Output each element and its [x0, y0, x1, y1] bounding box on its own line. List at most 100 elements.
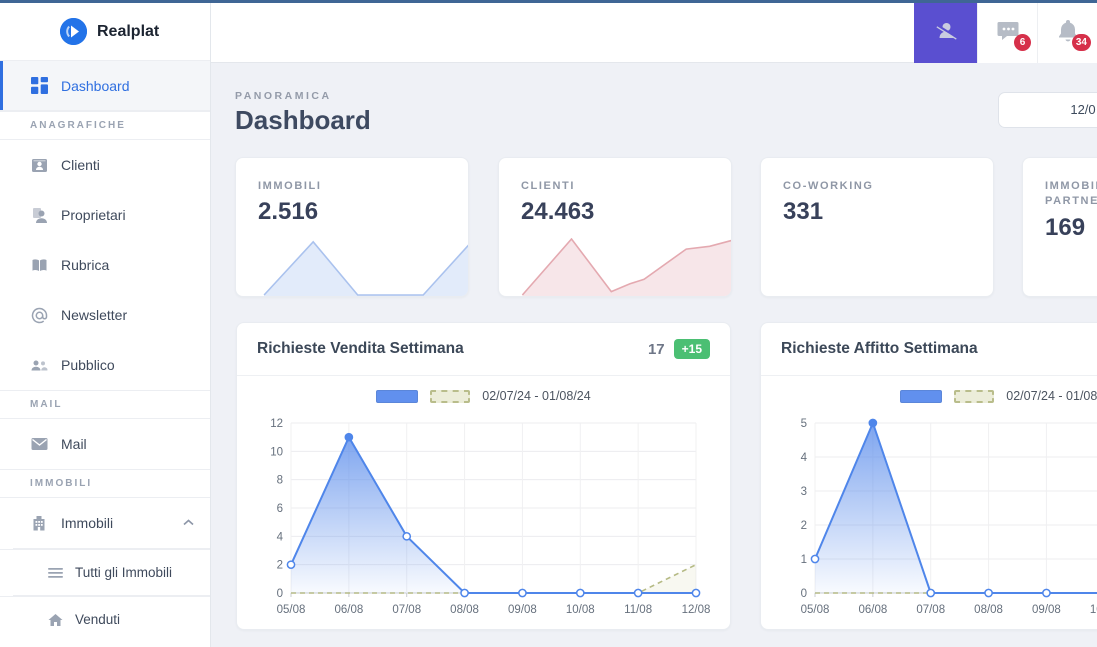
svg-text:06/08: 06/08: [858, 604, 887, 616]
notifications-button[interactable]: 34: [1037, 3, 1097, 63]
mail-icon: [30, 435, 48, 453]
stat-label: IMMOBILI: [258, 180, 322, 192]
brand-logo-icon: [60, 18, 87, 45]
sidebar-item-label: Tutti gli Immobili: [75, 565, 173, 580]
legend-current-swatch[interactable]: [900, 389, 943, 403]
page-eyebrow: PANORAMICA: [235, 90, 332, 102]
main-content: PANORAMICA Dashboard 12/0 IMMOBILI 2.516…: [211, 63, 1097, 647]
svg-text:12: 12: [270, 418, 283, 430]
sidebar-sub-divider: [13, 595, 210, 596]
page-head: PANORAMICA Dashboard: [235, 90, 371, 136]
chart-header: Richieste Vendita Settimana 17 +15: [237, 323, 730, 376]
svg-text:11/08: 11/08: [624, 604, 652, 616]
chat-icon: [995, 18, 1021, 49]
svg-text:2: 2: [801, 520, 807, 532]
sidebar-item-clienti[interactable]: Clienti: [0, 140, 210, 190]
svg-text:08/08: 08/08: [450, 604, 479, 616]
svg-text:4: 4: [277, 531, 284, 543]
svg-text:10/08: 10/08: [566, 604, 595, 616]
area-chart-vendita[interactable]: 0 2 4 6 8 10 12 05/08 06/08 07/08 08/08 09/08 10/08 1…: [255, 413, 730, 626]
user-status-button[interactable]: [914, 3, 977, 63]
stat-card-immobili: IMMOBILI 2.516: [235, 157, 469, 297]
sidebar-item-label: Dashboard: [61, 77, 130, 94]
sidebar-item-immobili[interactable]: Immobili: [0, 498, 210, 548]
top-accent-strip: [0, 0, 1097, 3]
sidebar-item-label: Proprietari: [61, 207, 126, 223]
sidebar-section-immobili: IMMOBILI: [0, 469, 210, 498]
list-icon: [48, 565, 63, 580]
bell-icon: [1056, 18, 1080, 49]
svg-text:07/08: 07/08: [916, 604, 945, 616]
area-chart-affitto[interactable]: 01234505/0806/0807/0808/0809/0810/0811/0…: [779, 413, 1097, 626]
stat-card-clienti: CLIENTI 24.463: [498, 157, 732, 297]
messages-button[interactable]: 6: [977, 3, 1037, 63]
svg-text:1: 1: [801, 554, 807, 566]
svg-text:07/08: 07/08: [392, 604, 421, 616]
grid-icon: [30, 77, 48, 95]
sparkline-immobili: [236, 238, 468, 296]
chart-title: Richieste Affitto Settimana: [781, 340, 978, 357]
sidebar-nav: Dashboard ANAGRAFICHE Clienti Proprietari Ru…: [0, 61, 210, 642]
date-range-input[interactable]: 12/0: [998, 92, 1097, 128]
svg-text:10/08: 10/08: [1090, 604, 1097, 616]
stat-value: 2.516: [258, 198, 319, 226]
topbar-spacer: [211, 3, 914, 62]
svg-text:10: 10: [270, 446, 283, 458]
chart-header: Richieste Affitto Settimana: [761, 323, 1097, 376]
sidebar-item-pubblico[interactable]: Pubblico: [0, 340, 210, 390]
stat-value: 169: [1045, 213, 1086, 241]
legend-previous-swatch[interactable]: [430, 389, 471, 403]
sidebar-item-newsletter[interactable]: Newsletter: [0, 290, 210, 340]
sidebar-item-dashboard[interactable]: Dashboard: [0, 61, 210, 111]
sidebar-item-tutti-gli-immobili[interactable]: Tutti gli Immobili: [0, 549, 210, 595]
legend-label: 02/07/24 - 01/08/24: [1006, 389, 1097, 403]
svg-text:3: 3: [801, 486, 807, 498]
sidebar-item-venduti[interactable]: Venduti: [0, 596, 210, 642]
sidebar-item-mail[interactable]: Mail: [0, 419, 210, 469]
svg-text:6: 6: [277, 503, 283, 515]
id-card-icon: [30, 156, 48, 174]
legend-current-swatch[interactable]: [376, 389, 419, 403]
stat-card-coworking: CO-WORKING 331: [760, 157, 994, 297]
stat-label: CO-WORKING: [783, 180, 874, 192]
svg-text:0: 0: [801, 588, 807, 600]
sidebar-item-label: Immobili: [61, 515, 114, 531]
chart-legend: 02/07/24 - 01/08/24: [237, 381, 730, 411]
sidebar-item-label: Clienti: [61, 157, 100, 173]
stat-card-immobili-partner: IMMOBILI PARTNER 169: [1022, 157, 1097, 297]
stat-label: CLIENTI: [521, 180, 575, 192]
stat-value: 24.463: [521, 198, 595, 226]
svg-text:8: 8: [277, 475, 283, 487]
legend-previous-swatch[interactable]: [954, 389, 995, 403]
chart-card-vendita: Richieste Vendita Settimana 17 +15 02/07…: [236, 322, 731, 630]
sparkline-clienti: [499, 237, 731, 296]
sidebar-item-proprietari[interactable]: Proprietari: [0, 190, 210, 240]
at-icon: [30, 306, 48, 324]
brand[interactable]: Realplat: [0, 3, 210, 61]
sidebar-item-rubrica[interactable]: Rubrica: [0, 240, 210, 290]
building-icon: [30, 514, 48, 532]
svg-text:05/08: 05/08: [277, 604, 306, 616]
notifications-badge: 34: [1071, 34, 1091, 51]
svg-text:12/08: 12/08: [682, 604, 710, 616]
topbar: 6 34: [211, 3, 1097, 63]
house-icon: [48, 612, 63, 627]
svg-text:05/08: 05/08: [801, 604, 830, 616]
svg-text:2: 2: [277, 560, 283, 572]
svg-text:5: 5: [801, 418, 807, 430]
brand-name: Realplat: [97, 22, 160, 40]
sidebar-item-label: Venduti: [75, 612, 121, 627]
sidebar-item-label: Mail: [61, 436, 87, 452]
people-icon: [30, 356, 48, 374]
page-title: Dashboard: [235, 105, 371, 135]
stat-value: 331: [783, 198, 824, 226]
chart-total: 17: [647, 340, 665, 358]
sidebar: Realplat Dashboard ANAGRAFICHE Clienti Prop…: [0, 3, 211, 647]
svg-text:06/08: 06/08: [334, 604, 363, 616]
sidebar-section-anagrafiche: ANAGRAFICHE: [0, 111, 210, 140]
user-slash-icon: [933, 18, 959, 49]
messages-badge: 6: [1014, 34, 1031, 51]
sidebar-item-label: Rubrica: [61, 257, 110, 273]
chevron-up-icon: [183, 517, 194, 529]
svg-text:09/08: 09/08: [1032, 604, 1061, 616]
